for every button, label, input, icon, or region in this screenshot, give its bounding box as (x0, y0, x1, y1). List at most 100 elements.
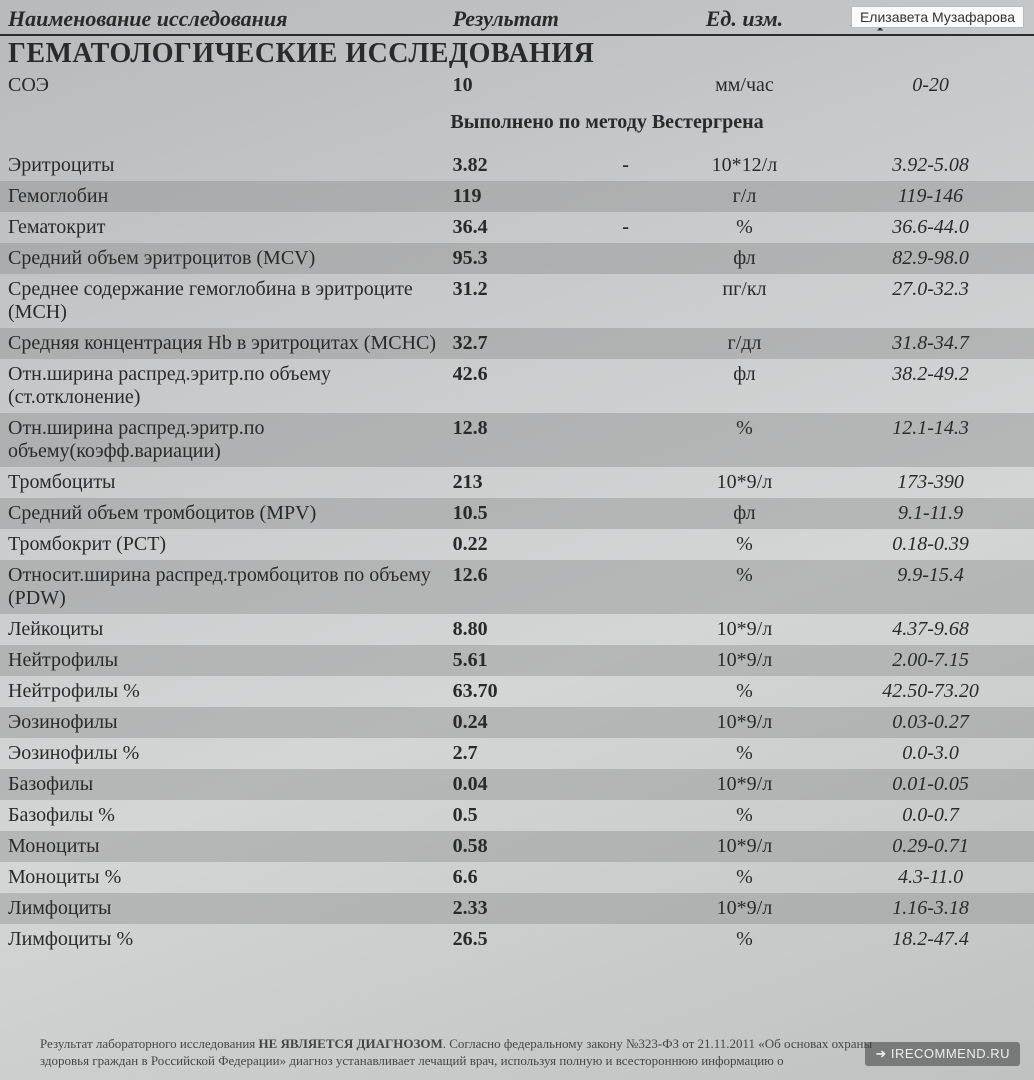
table-row: Лимфоциты %26.5%18.2-47.4 (0, 924, 1034, 955)
cell-name: Нейтрофилы (0, 645, 445, 676)
cell-result: 12.6 (445, 560, 590, 614)
table-row: Моноциты %6.6%4.3-11.0 (0, 862, 1034, 893)
cell-name: Эозинофилы % (0, 738, 445, 769)
cell-result: 2.7 (445, 738, 590, 769)
table-row: Эозинофилы0.2410*9/л0.03-0.27 (0, 707, 1034, 738)
cell-result: 2.33 (445, 893, 590, 924)
cell-flag (589, 769, 661, 800)
cell-range: 0.01-0.05 (827, 769, 1034, 800)
cell-flag (589, 893, 661, 924)
cell-unit: 10*9/л (662, 707, 827, 738)
cell-flag (589, 181, 661, 212)
cell-result: 10.5 (445, 498, 590, 529)
cell-range: 4.37-9.68 (827, 614, 1034, 645)
cell-name: Гемоглобин (0, 181, 445, 212)
cell-range: 0.29-0.71 (827, 831, 1034, 862)
cell-name: Гематокрит (0, 212, 445, 243)
cell-name: Тромбоциты (0, 467, 445, 498)
cell-result: 213 (445, 467, 590, 498)
cell-name: Лимфоциты (0, 893, 445, 924)
cell-flag (589, 413, 661, 467)
cell-range: 18.2-47.4 (827, 924, 1034, 955)
cell-range: 2.00-7.15 (827, 645, 1034, 676)
cell-flag: - (589, 150, 661, 181)
cell-name: Нейтрофилы % (0, 676, 445, 707)
cell-range: 9.1-11.9 (827, 498, 1034, 529)
cell-range: 42.50-73.20 (827, 676, 1034, 707)
cell-unit: % (662, 800, 827, 831)
cell-result: 0.24 (445, 707, 590, 738)
table-row: Относит.ширина распред.тромбоцитов по об… (0, 560, 1034, 614)
table-row: Тромбоциты21310*9/л173-390 (0, 467, 1034, 498)
cell-name: Эозинофилы (0, 707, 445, 738)
cell-unit: г/дл (662, 328, 827, 359)
table-row: Эритроциты3.82-10*12/л3.92-5.08 (0, 150, 1034, 181)
footer-bold: НЕ ЯВЛЯЕТСЯ ДИАГНОЗОМ (259, 1036, 443, 1051)
cell-result: 119 (445, 181, 590, 212)
cell-name: Базофилы % (0, 800, 445, 831)
cell-result: 12.8 (445, 413, 590, 467)
table-row: Гематокрит36.4-%36.6-44.0 (0, 212, 1034, 243)
cell-range: 82.9-98.0 (827, 243, 1034, 274)
method-note: Выполнено по методу Вестергрена (0, 101, 1034, 150)
cell-flag (589, 831, 661, 862)
cell-flag (589, 328, 661, 359)
cell-flag (589, 498, 661, 529)
soe-result: 10 (445, 70, 590, 101)
cell-flag (589, 676, 661, 707)
cell-flag (589, 645, 661, 676)
results-table: Эритроциты3.82-10*12/л3.92-5.08Гемоглоби… (0, 150, 1034, 955)
cell-flag (589, 359, 661, 413)
cell-result: 42.6 (445, 359, 590, 413)
cell-range: 0.0-0.7 (827, 800, 1034, 831)
table-row: Нейтрофилы %63.70%42.50-73.20 (0, 676, 1034, 707)
cell-range: 12.1-14.3 (827, 413, 1034, 467)
cell-name: Лимфоциты % (0, 924, 445, 955)
cell-unit: % (662, 212, 827, 243)
cell-result: 26.5 (445, 924, 590, 955)
cell-name: Отн.ширина распред.эритр.по объему(коэфф… (0, 413, 445, 467)
cell-unit: % (662, 529, 827, 560)
table-row: Моноциты0.5810*9/л0.29-0.71 (0, 831, 1034, 862)
cell-range: 9.9-15.4 (827, 560, 1034, 614)
table-row: Средний объем эритроцитов (MCV)95.3фл82.… (0, 243, 1034, 274)
cell-name: Средняя концентрация Hb в эритроцитах (M… (0, 328, 445, 359)
table-row: Эозинофилы %2.7%0.0-3.0 (0, 738, 1034, 769)
cell-unit: 10*9/л (662, 614, 827, 645)
cell-flag (589, 560, 661, 614)
table-row: Лейкоциты8.8010*9/л4.37-9.68 (0, 614, 1034, 645)
cell-result: 8.80 (445, 614, 590, 645)
cell-name: Отн.ширина распред.эритр.по объему (ст.о… (0, 359, 445, 413)
cell-result: 0.58 (445, 831, 590, 862)
cell-unit: 10*12/л (662, 150, 827, 181)
cell-range: 27.0-32.3 (827, 274, 1034, 328)
cell-flag (589, 467, 661, 498)
cell-name: Базофилы (0, 769, 445, 800)
hdr-name: Наименование исследования (0, 0, 445, 34)
cell-unit: 10*9/л (662, 467, 827, 498)
soe-flag (589, 70, 661, 101)
hdr-result: Результат (445, 0, 662, 34)
cell-name: Моноциты % (0, 862, 445, 893)
table-row: Отн.ширина распред.эритр.по объему(коэфф… (0, 413, 1034, 467)
cell-flag (589, 800, 661, 831)
cell-result: 0.04 (445, 769, 590, 800)
cell-flag (589, 707, 661, 738)
cell-unit: % (662, 924, 827, 955)
soe-name: СОЭ (0, 70, 445, 101)
cell-unit: фл (662, 498, 827, 529)
cell-unit: пг/кл (662, 274, 827, 328)
footer-text-1a: Результат лабораторного исследования (40, 1036, 259, 1051)
cell-unit: % (662, 413, 827, 467)
cell-result: 32.7 (445, 328, 590, 359)
attribution-badge: Елизавета Музафарова (851, 6, 1024, 28)
cell-unit: % (662, 862, 827, 893)
cell-flag (589, 738, 661, 769)
cell-result: 0.5 (445, 800, 590, 831)
cell-unit: 10*9/л (662, 831, 827, 862)
cell-unit: 10*9/л (662, 645, 827, 676)
footer-text-2: здоровья граждан в Российской Федерации»… (40, 1053, 784, 1068)
cell-range: 38.2-49.2 (827, 359, 1034, 413)
cell-unit: г/л (662, 181, 827, 212)
table-row: Нейтрофилы5.6110*9/л2.00-7.15 (0, 645, 1034, 676)
